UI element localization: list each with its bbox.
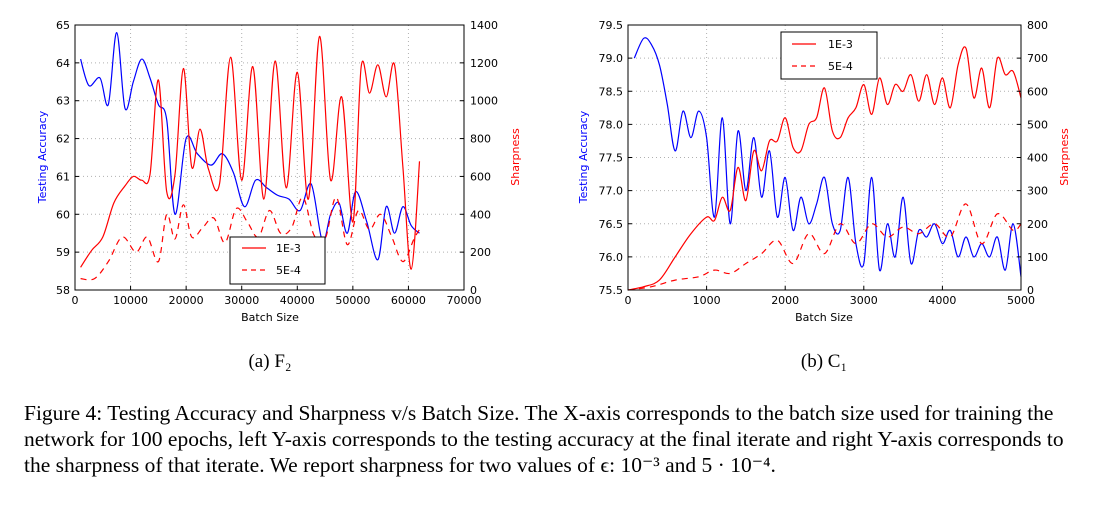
y2-tick-label: 700 xyxy=(1027,52,1048,65)
x-tick-label: 3000 xyxy=(850,294,878,307)
y2-tick-label: 200 xyxy=(470,246,491,259)
y-tick-label: 62 xyxy=(56,133,70,146)
caption-text: Testing Accuracy and Sharpness v/s Batch… xyxy=(24,401,1064,477)
x-tick-label: 4000 xyxy=(928,294,956,307)
series-line-accuracy-b xyxy=(633,37,1022,277)
series-layer-b xyxy=(627,37,1022,291)
y2-tick-label: 300 xyxy=(1027,185,1048,198)
y2-tick-label: 800 xyxy=(470,133,491,146)
y-tick-label: 76.0 xyxy=(599,251,624,264)
x-tick-label: 0 xyxy=(72,294,79,307)
legend-box-b xyxy=(780,31,878,80)
ticks-b: 0 1000 2000 3000 4000 500075.576.076.577.077.… xyxy=(599,19,1049,307)
ylabel-left-a: Testing Accuracy xyxy=(36,110,49,204)
y-tick-label: 78.5 xyxy=(599,85,624,98)
x-tick-label: 70000 xyxy=(447,294,482,307)
legend-label-5e4-b: 5E-4 xyxy=(828,60,853,73)
y2-tick-label: 200 xyxy=(1027,218,1048,231)
chart-b: 0 1000 2000 3000 4000 500075.576.076.577.077.… xyxy=(577,19,1071,372)
series-line-accuracy-a xyxy=(80,31,420,261)
y-tick-label: 75.5 xyxy=(599,284,624,297)
y2-tick-label: 500 xyxy=(1027,118,1048,131)
y2-tick-label: 600 xyxy=(1027,85,1048,98)
xlabel-a: Batch Size xyxy=(241,311,299,324)
legend-label-1e3-b: 1E-3 xyxy=(828,38,853,51)
x-tick-label: 2000 xyxy=(771,294,799,307)
y-tick-label: 76.5 xyxy=(599,218,624,231)
series-line-sharpness-5e-4-a xyxy=(80,196,421,281)
x-tick-label: 60000 xyxy=(391,294,426,307)
x-tick-label: 50000 xyxy=(335,294,370,307)
chart-a: 0 10000 20000 30000 40000 50000 60000 700005859… xyxy=(36,19,522,372)
caption-label: Figure 4: xyxy=(24,401,103,425)
series-line-sharpness-1e-3-b xyxy=(627,46,1022,291)
legend-label-5e4-a: 5E-4 xyxy=(276,264,301,277)
x-tick-label: 40000 xyxy=(280,294,315,307)
series-line-sharpness-1e-3-a xyxy=(80,35,421,270)
y-tick-label: 63 xyxy=(56,95,70,108)
x-tick-label: 5000 xyxy=(1007,294,1035,307)
y-tick-label: 79.5 xyxy=(599,19,624,32)
y2-tick-label: 600 xyxy=(470,170,491,183)
y2-tick-label: 800 xyxy=(1027,19,1048,32)
y-tick-label: 64 xyxy=(56,57,70,70)
y2-tick-label: 1000 xyxy=(470,95,498,108)
y-tick-label: 77.0 xyxy=(599,185,624,198)
plot-frame-a xyxy=(74,24,465,291)
x-tick-label: 20000 xyxy=(169,294,204,307)
legend-box-a xyxy=(229,236,326,285)
y-tick-label: 77.5 xyxy=(599,152,624,165)
legend-label-1e3-a: 1E-3 xyxy=(276,242,301,255)
y-tick-label: 78.0 xyxy=(599,118,624,131)
y2-tick-label: 1200 xyxy=(470,57,498,70)
legend-a: 1E-3 5E-4 xyxy=(229,236,326,285)
xlabel-b: Batch Size xyxy=(795,311,853,324)
y2-tick-label: 400 xyxy=(1027,152,1048,165)
y2-tick-label: 0 xyxy=(470,284,477,297)
subcaption-b: (b) C₁ xyxy=(801,351,847,372)
y-tick-label: 59 xyxy=(56,246,70,259)
ticks-a: 0 10000 20000 30000 40000 50000 60000 700005859… xyxy=(56,19,498,307)
x-tick-label: 0 xyxy=(625,294,632,307)
series-layer-a xyxy=(80,31,421,281)
x-tick-label: 10000 xyxy=(113,294,148,307)
y-tick-label: 58 xyxy=(56,284,70,297)
legend-b: 1E-3 5E-4 xyxy=(780,31,878,80)
y2-tick-label: 0 xyxy=(1027,284,1034,297)
series-line-sharpness-5e-4-b xyxy=(627,203,1022,291)
grid-a xyxy=(75,25,464,290)
ylabel-left-b: Testing Accuracy xyxy=(577,110,590,204)
y-tick-label: 61 xyxy=(56,170,70,183)
x-tick-label: 30000 xyxy=(224,294,259,307)
y-tick-label: 65 xyxy=(56,19,70,32)
x-tick-label: 1000 xyxy=(693,294,721,307)
y-tick-label: 60 xyxy=(56,208,70,221)
subcaption-a: (a) F₂ xyxy=(248,351,291,372)
ylabel-right-a: Sharpness xyxy=(509,128,522,186)
y2-tick-label: 1400 xyxy=(470,19,498,32)
y2-tick-label: 100 xyxy=(1027,251,1048,264)
figure-caption: Figure 4: Testing Accuracy and Sharpness… xyxy=(24,400,1080,478)
y-tick-label: 79.0 xyxy=(599,52,624,65)
y2-tick-label: 400 xyxy=(470,208,491,221)
ylabel-right-b: Sharpness xyxy=(1058,128,1071,186)
